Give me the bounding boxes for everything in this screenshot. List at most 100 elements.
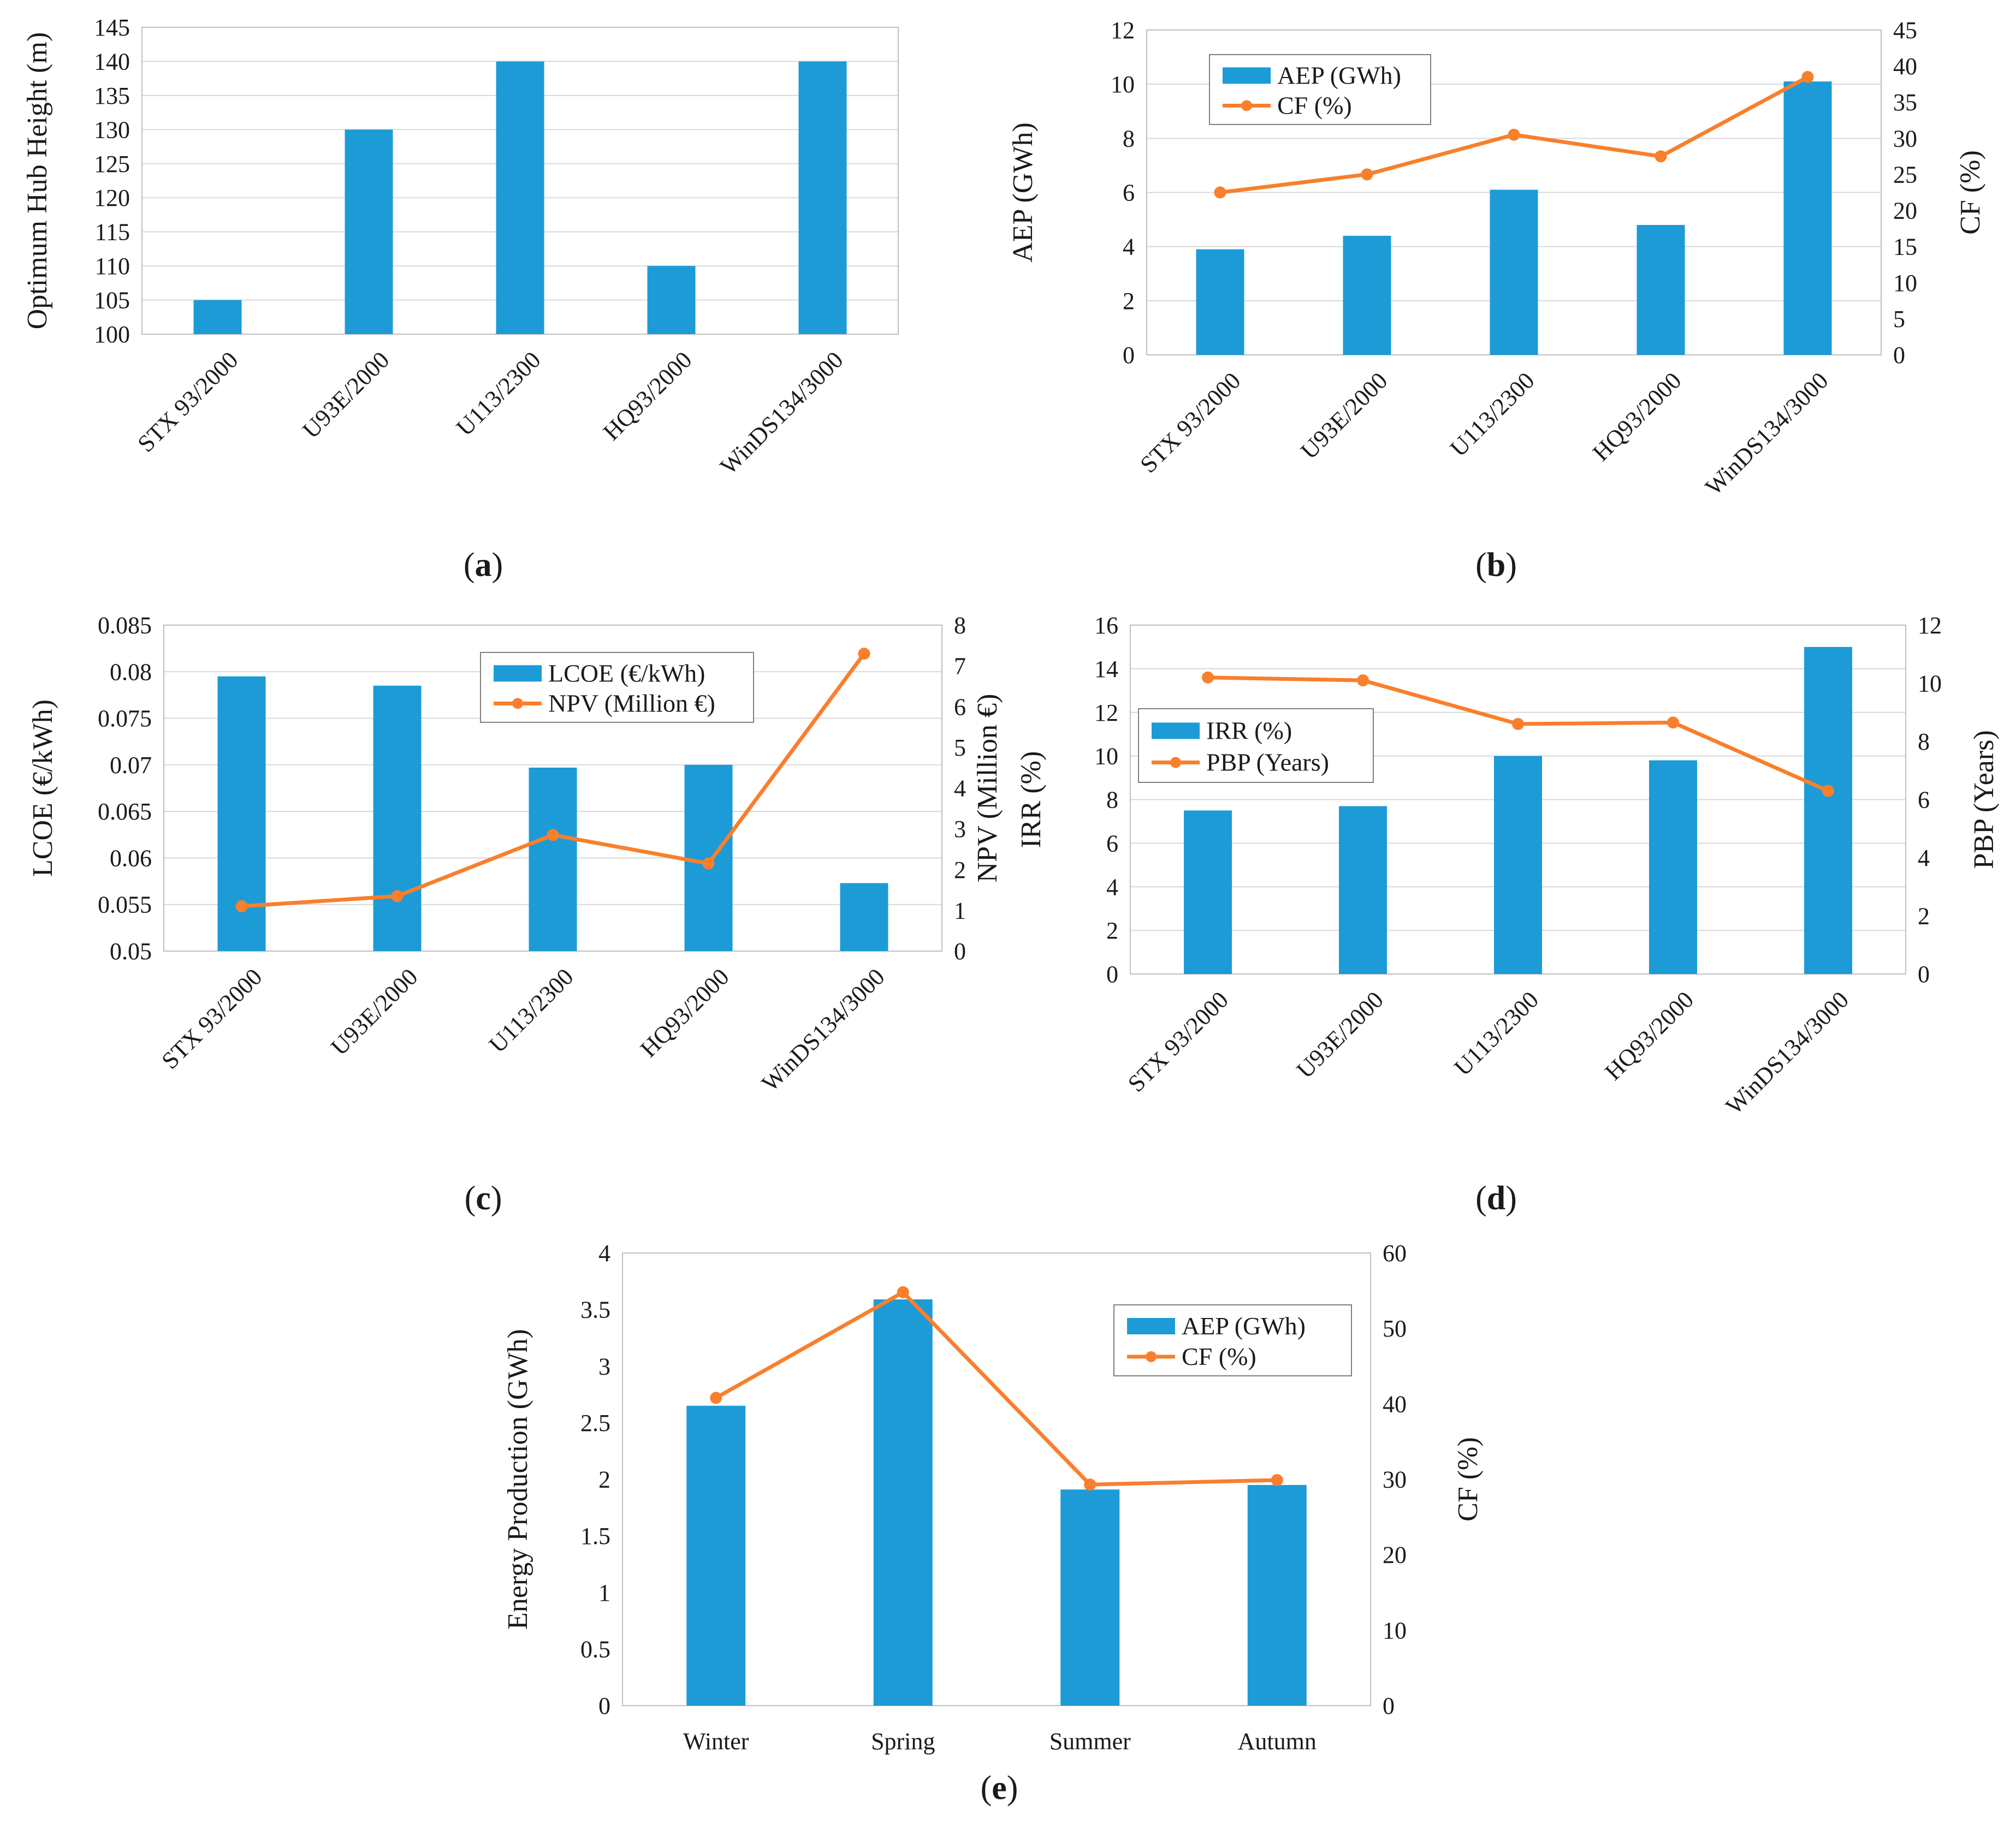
y-tick-label: 130 [94,116,130,143]
y-tick-label: 0 [1106,961,1118,988]
bar-a-0 [193,300,242,334]
y2-axis-title: NPV (Million €) [972,694,1003,883]
chart-b: 0 2 4 6 8 10 12 0 5 10 15 20 25 30 35 40 45 STX 93/2000 U9… [1007,17,1986,584]
y2-tick-label: 8 [1918,728,1930,755]
y-tick-label: 105 [94,287,130,314]
x-tick-label: STX 93/2000 [156,963,267,1074]
y-tick-label: 0 [598,1693,610,1719]
y2-tick-label: 10 [1893,270,1917,296]
y-tick-label: 145 [94,14,130,41]
y-axis-title: IRR (%) [1016,751,1047,848]
y-tick-label: 0.05 [110,938,152,965]
y-tick-label: 1 [598,1579,610,1606]
y-tick-label: 100 [94,321,130,348]
y-tick-label: 8 [1106,787,1118,813]
y-tick-label: 3.5 [580,1297,610,1323]
x-tick-label: U113/2300 [1449,986,1544,1081]
bar-b-0 [1196,249,1244,355]
y2-tick-label: 8 [954,612,966,639]
y-tick-label: 0 [1123,342,1135,369]
x-tick-label: HQ93/2000 [1599,986,1699,1085]
line-point-b-2 [1508,128,1520,141]
legend: IRR (%) PBP (Years) [1138,708,1374,783]
x-tick-label: U93E/2000 [325,963,423,1060]
x-tick-label: STX 93/2000 [1123,986,1234,1097]
y2-tick-label: 50 [1383,1315,1407,1342]
y2-tick-label: 30 [1893,125,1917,152]
caption-open: ( [1475,1180,1487,1217]
panel-caption: (e) [981,1769,1018,1807]
legend-label: CF (%) [1277,91,1352,119]
y-tick-label: 16 [1094,612,1118,639]
y2-tick-label: 12 [1918,612,1942,639]
y2-tick-label: 5 [954,734,966,761]
y2-tick-label: 40 [1383,1391,1407,1417]
bar-a-4 [798,61,847,334]
x-tick-label: STX 93/2000 [132,346,243,457]
x-tick-label: HQ93/2000 [635,963,734,1062]
bar-c-2 [529,767,577,951]
chart-c: 0.05 0.055 0.06 0.065 0.07 0.075 0.08 0.085 0 1 2 3… [27,612,1003,1217]
bar-e-1 [873,1299,933,1706]
y-tick-label: 10 [1111,71,1135,98]
line-point-d-4 [1822,785,1834,797]
caption-close: ) [492,547,503,584]
y2-tick-label: 30 [1383,1466,1407,1493]
bar-b-4 [1783,81,1832,355]
y-tick-label: 8 [1123,125,1135,152]
x-tick-label: WinDS134/3000 [756,963,890,1096]
y-axis-title: LCOE (€/kWh) [27,699,58,877]
y2-tick-label: 25 [1893,161,1917,188]
y-tick-label: 0.5 [580,1636,610,1662]
line-point-d-1 [1357,674,1369,687]
legend-label: CF (%) [1182,1343,1256,1370]
legend-box [1138,708,1374,783]
y2-tick-label: 4 [954,775,966,802]
legend-bar-swatch [494,665,542,682]
series-line-e [715,1290,1277,1487]
bar-c-4 [840,883,888,951]
line-point-d-3 [1667,716,1679,729]
plot-area [622,1252,1371,1706]
legend-bar-swatch [1152,722,1200,739]
legend-box [1113,1304,1352,1376]
line-point-d-2 [1512,718,1524,731]
legend: AEP (GWh) CF (%) [1113,1304,1352,1376]
y2-axis-title: PBP (Years) [1968,730,2000,869]
x-tick-label: WinDS134/3000 [1721,986,1854,1119]
caption-close: ) [1505,547,1517,584]
line-point-b-3 [1655,150,1667,163]
y2-tick-label: 5 [1893,306,1905,332]
y-tick-label: 110 [95,253,130,280]
x-tick-label: WinDS134/3000 [715,346,848,479]
legend-line-marker [1170,757,1181,768]
y-tick-label: 0.07 [110,752,152,779]
y2-tick-label: 1 [954,897,966,924]
caption-letter: b [1487,547,1505,584]
caption-open: ( [464,547,475,584]
bar-c-1 [373,685,422,951]
caption-letter: a [475,547,492,584]
line-point-c-2 [547,829,559,841]
y2-tick-label: 0 [954,938,966,965]
y2-tick-label: 15 [1893,234,1917,260]
x-tick-label: Spring [871,1728,935,1755]
y-tick-label: 120 [94,185,130,211]
y-tick-label: 14 [1094,656,1118,682]
y2-tick-label: 40 [1893,53,1917,80]
bar-b-3 [1636,225,1685,355]
y2-tick-label: 3 [954,816,966,842]
y-tick-label: 0.06 [110,845,152,871]
caption-open: ( [981,1769,992,1807]
x-tick-label: Summer [1049,1728,1131,1755]
caption-open: ( [1475,547,1487,584]
y-tick-label: 0.065 [98,798,152,825]
x-tick-label: U113/2300 [484,963,579,1058]
legend-label: IRR (%) [1206,717,1292,745]
bar-b-1 [1343,235,1391,355]
chart-d: 0 2 4 6 8 10 12 14 16 0 2 4 6 8 10 12 STX 93/2000 U93E/20… [1016,612,2000,1217]
line-point-b-1 [1361,168,1373,181]
x-tick-label: HQ93/2000 [598,346,697,446]
y-tick-label: 2 [1123,288,1135,314]
